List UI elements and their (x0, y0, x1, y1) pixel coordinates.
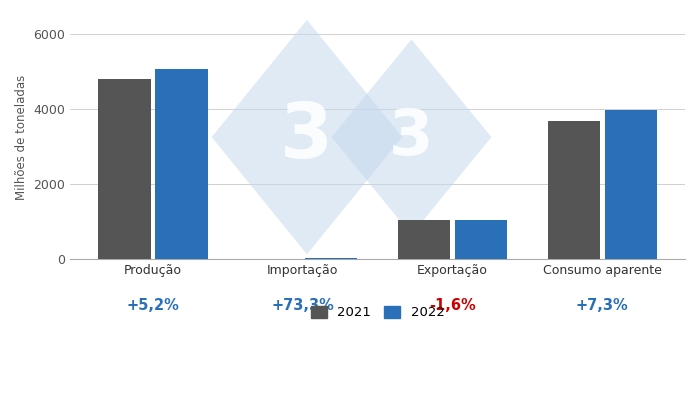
Legend: 2021, 2022: 2021, 2022 (304, 299, 451, 326)
Polygon shape (332, 40, 491, 235)
Bar (305, 258, 358, 259)
Text: 3: 3 (281, 100, 333, 174)
Y-axis label: Milhões de toneladas: Milhões de toneladas (15, 74, 28, 200)
Bar (98, 79, 150, 259)
Bar (155, 70, 208, 259)
Bar (455, 220, 508, 259)
Text: +5,2%: +5,2% (127, 298, 179, 313)
Bar (305, 258, 358, 259)
Bar (155, 70, 208, 259)
Polygon shape (211, 20, 402, 254)
Bar (455, 220, 508, 259)
Bar (605, 110, 657, 259)
Text: -1,6%: -1,6% (429, 298, 476, 313)
Bar (98, 79, 150, 259)
Text: +7,3%: +7,3% (576, 298, 629, 313)
Bar (398, 220, 450, 259)
Bar (547, 121, 600, 259)
Text: +73,3%: +73,3% (272, 298, 334, 313)
Bar (547, 121, 600, 259)
Bar (605, 110, 657, 259)
Text: 3: 3 (389, 106, 434, 168)
Bar (398, 220, 450, 259)
